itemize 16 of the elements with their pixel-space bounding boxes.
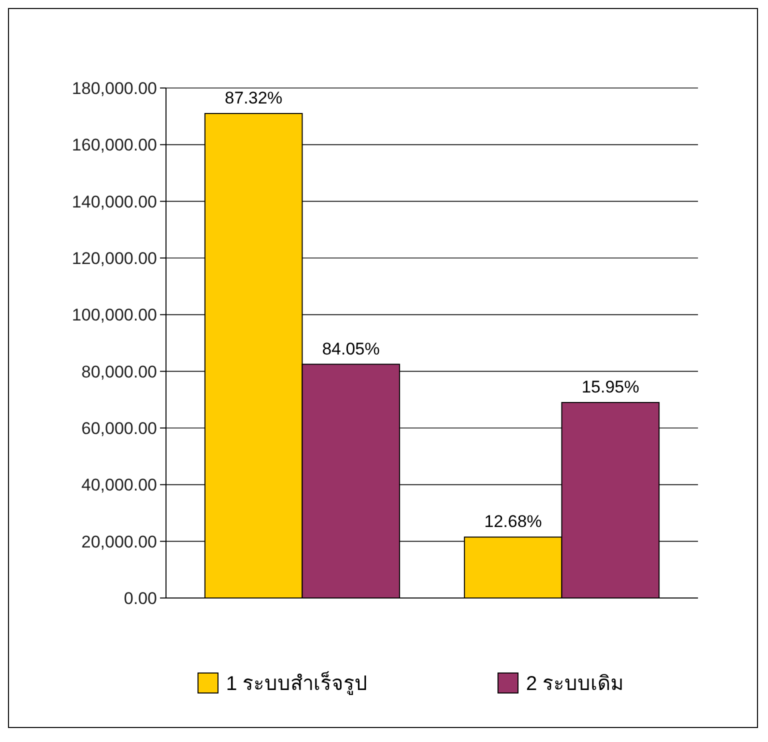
legend-label: 1 ระบบสำเร็จรูป — [226, 670, 368, 696]
legend-label: 2 ระบบเดิม — [526, 673, 624, 695]
y-tick-label: 40,000.00 — [81, 476, 157, 495]
y-tick-label: 140,000.00 — [72, 192, 157, 212]
y-tick-label: 100,000.00 — [72, 306, 157, 325]
annotation: 84.05% — [322, 339, 380, 358]
y-tick-label: 120,000.00 — [72, 248, 157, 268]
annotation: 12.68% — [484, 512, 542, 532]
y-tick-label: 80,000.00 — [81, 362, 157, 382]
y-tick-label: 180,000.00 — [72, 78, 157, 98]
y-tick-label: 0.00 — [124, 588, 157, 608]
y-tick-label: 20,000.00 — [81, 532, 157, 552]
y-tick-label: 60,000.00 — [81, 418, 157, 438]
annotation: 15.95% — [582, 378, 640, 396]
y-tick-label: 160,000.00 — [72, 136, 157, 155]
annotation: 87.32% — [224, 88, 282, 108]
